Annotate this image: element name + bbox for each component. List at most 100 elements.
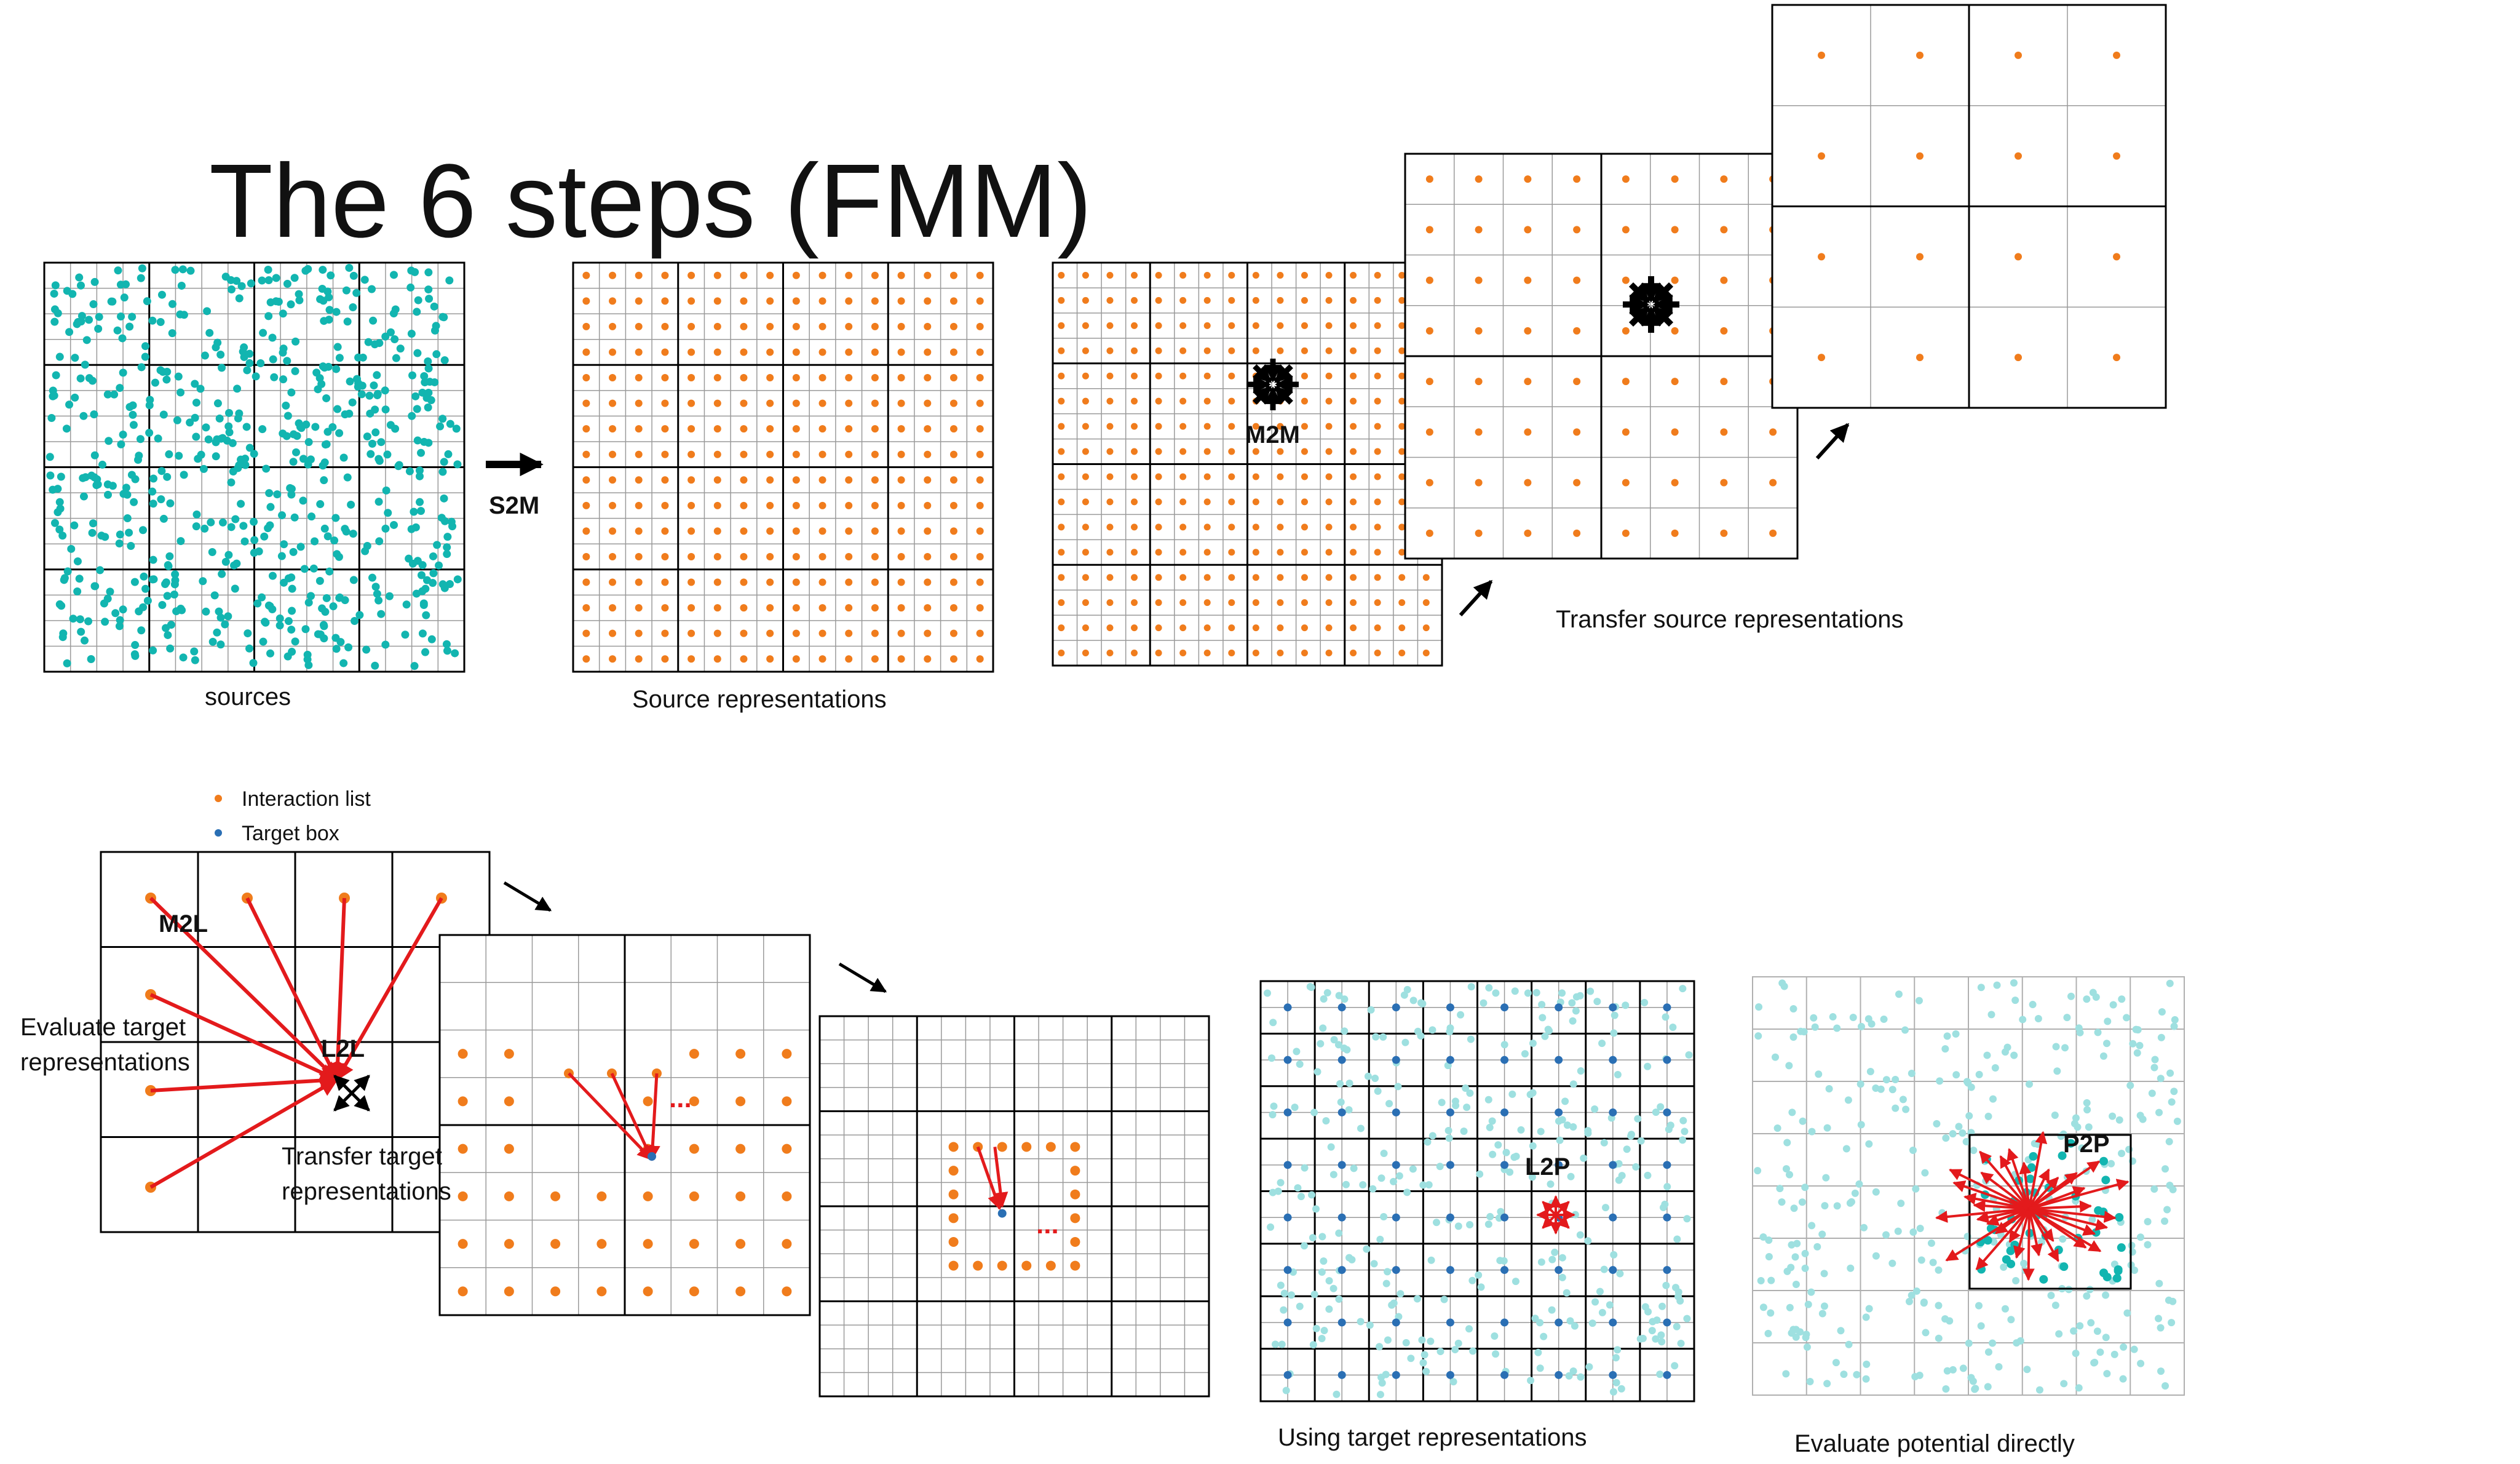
source-point	[432, 322, 440, 330]
interaction-list-point	[782, 1286, 792, 1297]
source-point	[1454, 1222, 1462, 1230]
transfer-source-caption: Transfer source representations	[1556, 606, 1903, 633]
target-box-point	[1392, 1108, 1400, 1116]
representation-point	[1325, 599, 1333, 607]
representation-point	[949, 501, 957, 509]
interaction-list-point	[550, 1239, 561, 1249]
source-point	[307, 592, 315, 600]
source-point	[1780, 982, 1788, 990]
representation-point	[1301, 549, 1308, 556]
source-point	[107, 297, 116, 306]
representation-point	[1252, 423, 1259, 430]
source-point	[413, 349, 422, 357]
source-point	[50, 391, 58, 400]
source-point	[159, 514, 168, 523]
target-box-point	[1392, 1266, 1400, 1275]
representation-point	[1350, 523, 1357, 531]
interaction-list-point	[1045, 1260, 1056, 1271]
representation-point	[871, 399, 879, 407]
source-point	[1634, 1115, 1642, 1123]
representation-point	[1252, 624, 1259, 632]
representation-point	[818, 501, 826, 509]
representation-point	[582, 399, 590, 407]
source-point	[1872, 1252, 1880, 1260]
source-point	[290, 274, 299, 282]
m2m-label: M2M	[1245, 421, 1300, 448]
source-point	[243, 366, 252, 375]
interaction-arrow	[333, 1075, 353, 1094]
source-point	[1596, 1287, 1604, 1295]
representation-point	[1082, 624, 1089, 632]
source-point	[2002, 1255, 2011, 1264]
representation-point	[1374, 473, 1381, 480]
source-point	[368, 573, 377, 582]
representation-point	[1301, 523, 1308, 531]
representation-point	[949, 629, 957, 637]
source-point	[1771, 1053, 1779, 1061]
source-point	[225, 428, 234, 437]
source-point	[1568, 999, 1576, 1007]
target-box-point	[1663, 1371, 1671, 1379]
source-point	[216, 640, 225, 649]
source-point	[89, 519, 98, 528]
source-point	[1615, 1176, 1623, 1184]
representation-point	[1277, 271, 1284, 279]
interaction-arrow	[1963, 1193, 2030, 1210]
representation-point	[1475, 276, 1483, 284]
target-box-point	[1283, 1371, 1292, 1379]
representation-point	[635, 527, 643, 535]
representation-point	[897, 271, 905, 279]
source-point	[157, 290, 166, 299]
source-point	[438, 312, 447, 321]
representation-point	[740, 271, 748, 279]
representation-point	[582, 476, 590, 484]
source-point	[108, 482, 117, 490]
source-point	[1551, 1248, 1559, 1256]
source-point	[2157, 1075, 2165, 1083]
source-point	[145, 401, 154, 410]
source-point	[1420, 1351, 1428, 1359]
source-point	[2126, 1081, 2134, 1089]
source-point	[2115, 1212, 2124, 1222]
representation-point	[2015, 253, 2022, 261]
interaction-list-point	[782, 1191, 792, 1201]
source-point	[192, 522, 200, 531]
source-point	[139, 603, 148, 611]
source-point	[341, 410, 349, 419]
representation-point	[1573, 479, 1581, 487]
source-point	[81, 360, 89, 369]
source-point	[315, 374, 324, 383]
representation-point	[924, 527, 932, 535]
source-point	[65, 400, 74, 409]
representation-point	[1374, 650, 1381, 657]
source-point	[239, 522, 248, 530]
interaction-arrow	[149, 1078, 339, 1189]
source-point	[1833, 1202, 1841, 1210]
source-point	[1614, 1346, 1622, 1354]
source-point	[2102, 1334, 2110, 1342]
representation-point	[924, 450, 932, 458]
source-point	[1282, 1386, 1290, 1394]
source-point	[221, 620, 229, 629]
source-point	[1665, 1126, 1673, 1134]
target-box-point	[1446, 1318, 1454, 1327]
representation-point	[897, 604, 905, 612]
target-box-point	[1500, 1266, 1509, 1275]
source-point	[1800, 1028, 1808, 1036]
source-point	[119, 490, 128, 498]
representation-point	[582, 271, 590, 279]
source-point	[1500, 1257, 1508, 1265]
representation-point	[1622, 276, 1630, 284]
representation-point	[1082, 650, 1089, 657]
source-point	[212, 452, 220, 461]
representation-point	[1277, 423, 1284, 430]
legend: Interaction list Target box	[215, 787, 371, 845]
source-point	[1935, 1334, 1943, 1342]
representation-point	[845, 527, 853, 535]
source-point	[1807, 1288, 1815, 1296]
source-point	[53, 309, 62, 317]
representation-point	[661, 604, 669, 612]
interaction-list-point	[948, 1236, 959, 1247]
source-point	[283, 279, 291, 288]
source-point	[2091, 1358, 2099, 1366]
